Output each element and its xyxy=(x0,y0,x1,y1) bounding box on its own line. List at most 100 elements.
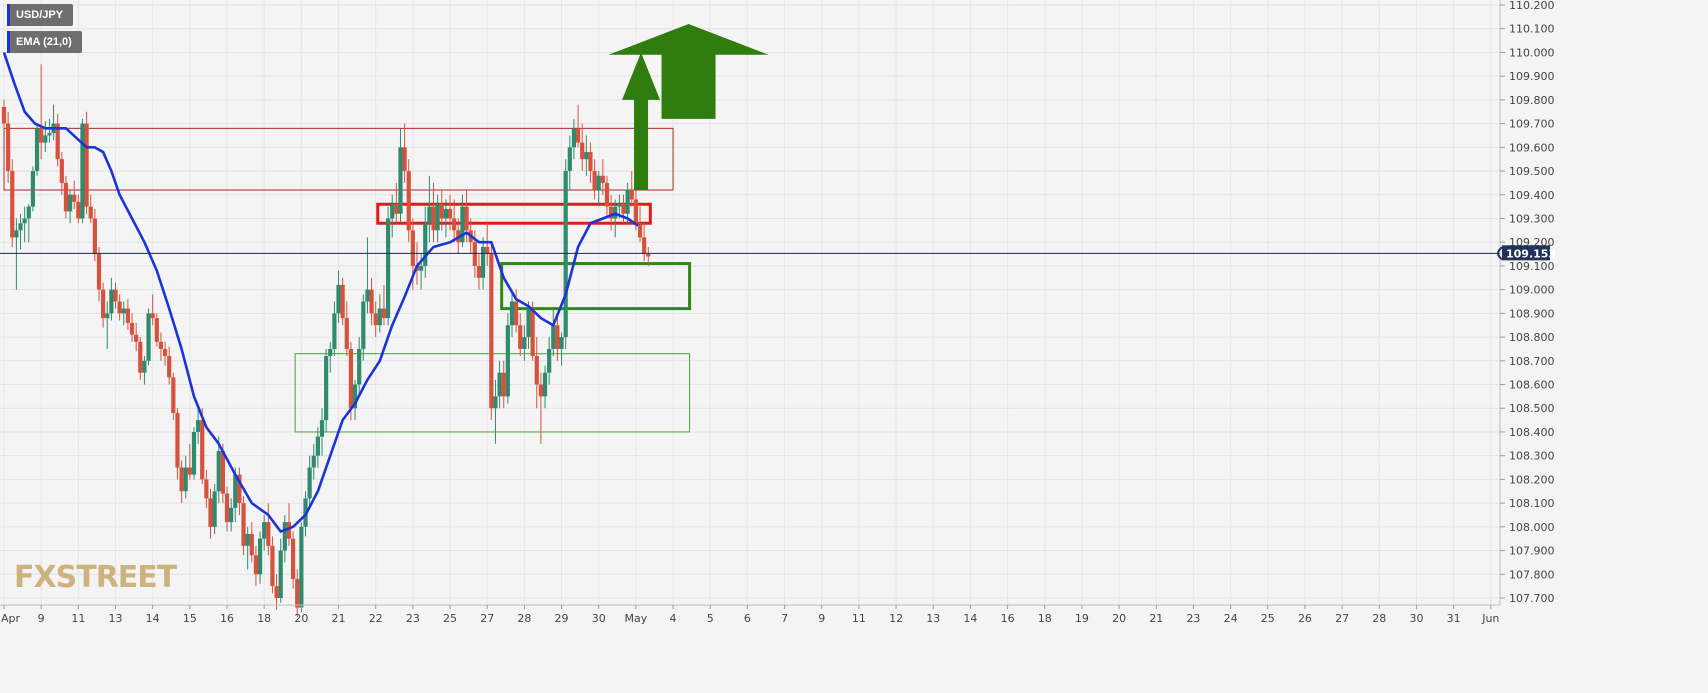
x-tick-label: 28 xyxy=(517,612,531,625)
candle xyxy=(59,152,64,195)
candle xyxy=(559,332,564,366)
candle xyxy=(307,455,312,508)
y-tick-label: 108.200 xyxy=(1509,473,1555,486)
candle-body xyxy=(142,360,147,373)
candle-body xyxy=(439,204,444,219)
candle-body xyxy=(637,223,643,238)
candle xyxy=(30,166,36,212)
candle-body xyxy=(76,201,81,219)
green-support-box xyxy=(500,262,692,311)
x-tick-label: 28 xyxy=(1372,612,1386,625)
candle-body xyxy=(113,289,118,302)
candle-body xyxy=(646,254,651,257)
candle xyxy=(80,118,85,224)
candle-body xyxy=(365,289,370,302)
x-tick-label: 11 xyxy=(71,612,85,625)
candle-body xyxy=(117,301,122,314)
x-tick-label: 21 xyxy=(1149,612,1163,625)
x-tick-label: 9 xyxy=(818,612,825,625)
candle-body xyxy=(472,242,477,266)
candle-body xyxy=(204,479,209,499)
candle-body xyxy=(464,206,469,231)
candle-body xyxy=(398,147,403,214)
candle xyxy=(580,123,585,172)
y-tick-label: 108.400 xyxy=(1509,426,1555,439)
candle xyxy=(629,171,634,207)
candle-body xyxy=(604,182,610,207)
x-tick-label: Jun xyxy=(1481,612,1499,625)
ema-21-line xyxy=(2,52,639,533)
candle xyxy=(642,223,647,262)
candle-body xyxy=(138,341,143,373)
candle xyxy=(14,218,19,290)
candle-body xyxy=(22,218,27,224)
candle xyxy=(204,469,209,508)
candle-body xyxy=(266,522,271,546)
candle xyxy=(390,194,395,238)
candle xyxy=(167,346,172,385)
candle xyxy=(150,294,155,326)
arrows xyxy=(608,23,769,191)
candle xyxy=(26,204,31,243)
candle-body xyxy=(381,308,387,319)
candle-body xyxy=(493,396,498,409)
candle-body xyxy=(501,372,506,397)
x-tick-label: 14 xyxy=(146,612,160,625)
candle xyxy=(522,325,527,361)
candle-body xyxy=(617,204,622,207)
candle-body xyxy=(361,301,366,349)
candle xyxy=(340,277,345,326)
candle xyxy=(567,135,572,191)
x-tick-label: 27 xyxy=(480,612,494,625)
candle-body xyxy=(352,384,358,409)
candle-body xyxy=(291,538,296,580)
candle-body xyxy=(278,550,283,598)
x-tick-label: May xyxy=(625,612,648,625)
candle xyxy=(315,427,320,468)
candle-body xyxy=(253,555,259,575)
candle xyxy=(262,514,267,551)
candle xyxy=(563,159,568,349)
x-tick-label: 23 xyxy=(1186,612,1200,625)
candle-body xyxy=(154,318,159,342)
last-price-hook xyxy=(1497,246,1503,261)
candle-body xyxy=(621,204,626,214)
candle xyxy=(208,488,213,539)
candle xyxy=(609,194,614,231)
candle xyxy=(125,299,130,330)
candle-body xyxy=(584,152,589,160)
candle-body xyxy=(109,289,114,314)
indicator-badge[interactable]: EMA (21,0) xyxy=(7,31,82,53)
candle-body xyxy=(319,420,325,437)
symbol-badge[interactable]: USD/JPY xyxy=(7,4,74,26)
last-price-tag: 109.153 xyxy=(1497,245,1556,261)
x-tick-label: 13 xyxy=(926,612,940,625)
candle-body xyxy=(431,206,436,231)
candle xyxy=(142,356,147,385)
candle-body xyxy=(257,538,263,575)
candle xyxy=(637,206,643,243)
candle-body xyxy=(72,194,77,202)
candle-body xyxy=(551,325,556,349)
candle-body xyxy=(344,318,349,349)
candle xyxy=(319,408,325,456)
candle xyxy=(274,574,279,610)
candle xyxy=(299,522,304,613)
candle-body xyxy=(563,171,568,338)
candle xyxy=(43,121,48,153)
candle xyxy=(555,313,560,361)
candle xyxy=(229,498,234,532)
candle-body xyxy=(427,206,432,224)
candle-body xyxy=(542,372,548,397)
last-price-tag-bg xyxy=(1502,245,1550,261)
y-tick-label: 109.900 xyxy=(1509,70,1555,83)
candle xyxy=(377,294,382,333)
candle-body xyxy=(274,586,279,598)
x-tick-label: 13 xyxy=(109,612,123,625)
candle xyxy=(311,443,316,480)
candle-body xyxy=(419,265,424,271)
candle-body xyxy=(241,503,246,546)
candle-body xyxy=(295,579,300,608)
candle xyxy=(344,301,349,357)
